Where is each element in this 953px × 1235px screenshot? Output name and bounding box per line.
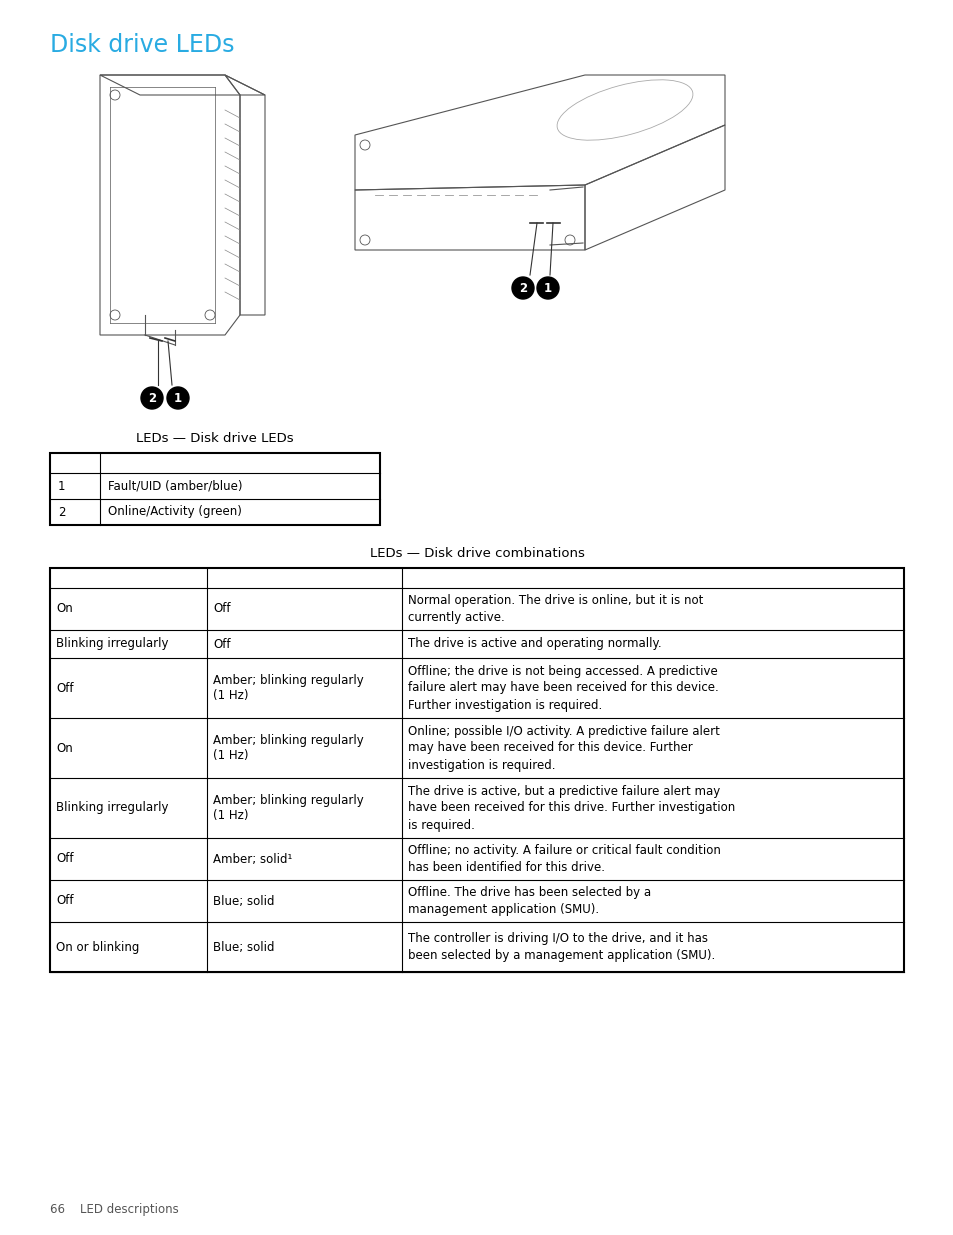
- Text: Normal operation. The drive is online, but it is not
currently active.: Normal operation. The drive is online, b…: [408, 594, 702, 624]
- Text: 2: 2: [58, 505, 66, 519]
- Text: Blue; solid: Blue; solid: [213, 894, 274, 908]
- Text: 1: 1: [58, 479, 66, 493]
- Text: Off: Off: [213, 637, 231, 651]
- Text: 2: 2: [518, 282, 526, 294]
- Text: Blinking irregularly: Blinking irregularly: [56, 637, 169, 651]
- Bar: [50, 453, 379, 525]
- Text: Offline; the drive is not being accessed. A predictive
failure alert may have be: Offline; the drive is not being accessed…: [408, 664, 718, 711]
- Text: LEDs — Disk drive LEDs: LEDs — Disk drive LEDs: [136, 432, 294, 445]
- Text: The drive is active and operating normally.: The drive is active and operating normal…: [408, 637, 661, 651]
- Text: LEDs — Disk drive combinations: LEDs — Disk drive combinations: [369, 547, 584, 559]
- Text: The drive is active, but a predictive failure alert may
have been received for t: The drive is active, but a predictive fa…: [408, 784, 735, 831]
- Circle shape: [167, 387, 189, 409]
- Text: Off: Off: [213, 603, 231, 615]
- Text: Fault/UID (amber/blue): Fault/UID (amber/blue): [108, 479, 242, 493]
- Text: Amber; blinking regularly
(1 Hz): Amber; blinking regularly (1 Hz): [213, 734, 363, 762]
- Text: Amber; blinking regularly
(1 Hz): Amber; blinking regularly (1 Hz): [213, 794, 363, 823]
- Text: Off: Off: [56, 894, 73, 908]
- Bar: [50, 568, 903, 972]
- Text: Blue; solid: Blue; solid: [213, 941, 274, 953]
- Text: Amber; blinking regularly
(1 Hz): Amber; blinking regularly (1 Hz): [213, 674, 363, 701]
- Text: Off: Off: [56, 682, 73, 694]
- Text: On or blinking: On or blinking: [56, 941, 139, 953]
- Text: Amber; solid¹: Amber; solid¹: [213, 852, 292, 866]
- Text: 2: 2: [148, 391, 156, 405]
- Circle shape: [537, 277, 558, 299]
- Text: Offline; no activity. A failure or critical fault condition
has been identified : Offline; no activity. A failure or criti…: [408, 844, 720, 874]
- Text: 66    LED descriptions: 66 LED descriptions: [50, 1203, 178, 1216]
- Text: 1: 1: [543, 282, 552, 294]
- Text: The controller is driving I/O to the drive, and it has
been selected by a manage: The controller is driving I/O to the dri…: [408, 932, 715, 962]
- Text: On: On: [56, 603, 72, 615]
- Text: Blinking irregularly: Blinking irregularly: [56, 802, 169, 815]
- Text: Disk drive LEDs: Disk drive LEDs: [50, 33, 234, 57]
- Circle shape: [512, 277, 534, 299]
- Text: 1: 1: [173, 391, 182, 405]
- Text: Online; possible I/O activity. A predictive failure alert
may have been received: Online; possible I/O activity. A predict…: [408, 725, 720, 772]
- Text: Online/Activity (green): Online/Activity (green): [108, 505, 242, 519]
- Text: Offline. The drive has been selected by a
management application (SMU).: Offline. The drive has been selected by …: [408, 885, 651, 916]
- Circle shape: [141, 387, 163, 409]
- Text: On: On: [56, 741, 72, 755]
- Text: Off: Off: [56, 852, 73, 866]
